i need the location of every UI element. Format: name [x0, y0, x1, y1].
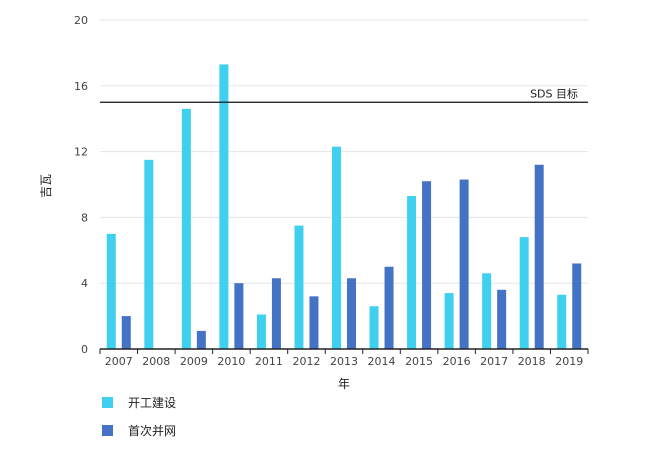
- bar-construction: [557, 294, 567, 349]
- bar-construction: [519, 237, 529, 349]
- bar-grid-connection: [497, 289, 507, 349]
- bar-grid-connection: [309, 296, 319, 349]
- x-tick-label: 2018: [518, 355, 546, 368]
- x-axis: 2007 2008 2009 2010 2011 2012 2013 2014 2015 2016…: [99, 348, 589, 368]
- bar-construction: [332, 146, 341, 349]
- legend-swatch: [102, 397, 113, 408]
- bar-construction: [256, 314, 266, 349]
- bar-grid-connection: [534, 164, 544, 349]
- legend-swatch: [102, 425, 113, 436]
- y-tick-label: 20: [74, 14, 88, 27]
- x-tick-label: 2011: [255, 355, 283, 368]
- bar-grid-connection: [271, 278, 281, 349]
- bar-grid-connection: [121, 316, 131, 349]
- x-tick-label: 2013: [330, 355, 358, 368]
- x-tick-label: 2019: [555, 355, 583, 368]
- y-axis-title: 吉瓦: [39, 174, 53, 198]
- reference-line-group: SDS 目标: [100, 86, 588, 103]
- x-tick-label: 2012: [292, 355, 320, 368]
- y-axis-ticks: 0 4 8 12 16 20: [74, 14, 88, 356]
- legend-label: 开工建设: [128, 396, 176, 410]
- bar-grid-connection: [347, 278, 356, 349]
- x-axis-title: 年: [338, 377, 350, 391]
- bar-construction: [181, 108, 191, 349]
- gridlines: [100, 19, 588, 284]
- x-tick-label: 2008: [142, 355, 170, 368]
- bars: [106, 64, 582, 349]
- x-tick-label: 2017: [480, 355, 508, 368]
- bar-construction: [369, 306, 379, 349]
- y-tick-label: 16: [74, 80, 88, 93]
- x-tick-label: 2007: [105, 355, 133, 368]
- legend-label: 首次并网: [128, 424, 176, 438]
- y-tick-label: 8: [81, 211, 88, 224]
- bar-construction: [106, 233, 116, 349]
- bar-construction: [444, 293, 454, 349]
- bar-grid-connection: [459, 179, 469, 349]
- y-tick-label: 0: [81, 343, 88, 356]
- x-tick-label: 2009: [180, 355, 208, 368]
- bar-construction: [407, 196, 417, 349]
- y-tick-label: 12: [74, 146, 88, 159]
- y-tick-label: 4: [81, 277, 88, 290]
- x-tick-label: 2014: [368, 355, 396, 368]
- bar-grid-connection: [234, 283, 244, 349]
- bar-construction: [219, 64, 229, 349]
- reference-line-label: SDS 目标: [530, 86, 578, 100]
- x-tick-label: 2010: [217, 355, 245, 368]
- bar-grid-connection: [196, 330, 206, 349]
- x-tick-label: 2015: [405, 355, 433, 368]
- bar-grid-connection: [384, 266, 394, 349]
- bar-construction: [482, 273, 492, 349]
- x-tick-label: 2016: [443, 355, 471, 368]
- bar-construction: [294, 225, 304, 349]
- bar-construction: [144, 159, 154, 349]
- bar-grid-connection: [572, 263, 582, 349]
- bar-grid-connection: [422, 181, 432, 349]
